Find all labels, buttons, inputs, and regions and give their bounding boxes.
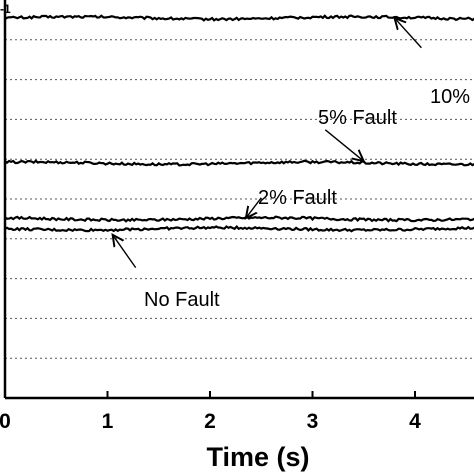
y-gridlines — [5, 39, 474, 359]
series-line — [4, 159, 474, 167]
series-line — [4, 14, 474, 22]
series-line — [4, 224, 474, 233]
series-line — [4, 215, 474, 223]
annotation-arrow — [395, 18, 422, 49]
x-tick-label: 4 — [409, 410, 421, 433]
annotations: 10% 5% Fault 2% Fault No Fault — [113, 18, 470, 311]
annotation-arrow — [113, 235, 137, 269]
annotation-label: 5% Fault — [318, 107, 397, 129]
annotation-arrow — [324, 129, 363, 161]
annotation-label: 2% Fault — [258, 187, 337, 209]
x-tick-label: 0 — [0, 410, 11, 433]
annotation-label: 10% — [430, 86, 470, 108]
y-exponent-label: -1 — [0, 2, 11, 16]
x-axis-label: Time (s) — [206, 442, 309, 472]
x-tick-label: 1 — [102, 410, 114, 433]
x-tick-label: 3 — [307, 410, 319, 433]
annotation-arrow — [246, 197, 262, 218]
x-ticks: 0 1 2 3 4 — [0, 391, 421, 433]
annotation-label: No Fault — [144, 289, 220, 311]
x-tick-label: 2 — [204, 410, 216, 433]
